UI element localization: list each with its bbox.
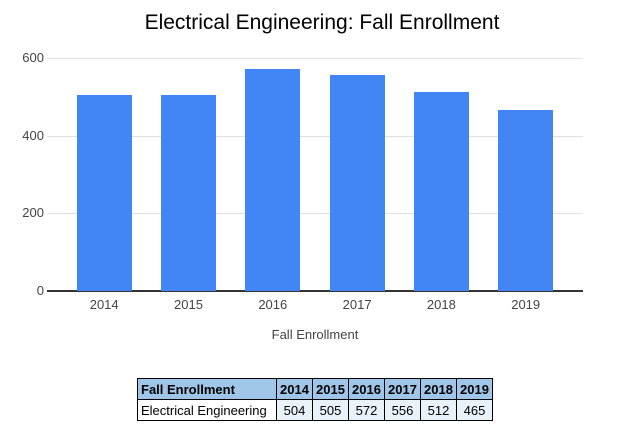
table-value: 512 (420, 399, 457, 421)
gridline-200 (47, 213, 583, 215)
x-axis-title: Fall Enrollment (271, 327, 359, 342)
table-value: 504 (276, 399, 313, 421)
x-tick-label-2015: 2015 (174, 297, 203, 312)
table-header-year: 2018 (420, 378, 457, 400)
x-tick-label-2016: 2016 (258, 297, 288, 312)
table-header-row: Fall Enrollment 2014 2015 2016 2017 2018 2019 (137, 378, 493, 400)
data-table: Fall Enrollment 2014 2015 2016 2017 2018 2019 E… (137, 378, 493, 421)
bar-2016 (245, 68, 301, 291)
bar-chart-plot: 0 200 400 600 2014 2015 2016 2017 2018 2019 (22, 50, 583, 312)
bar-2015 (161, 94, 216, 291)
table-header-year: 2017 (384, 378, 421, 400)
table-series-name: Electrical Engineering (137, 399, 277, 421)
table-header-series: Fall Enrollment (137, 378, 277, 400)
x-axis-line (47, 290, 583, 292)
table-header-year: 2019 (456, 378, 493, 400)
bar-2014 (76, 95, 132, 291)
y-tick-label-400: 400 (22, 127, 44, 143)
x-tick-label-2019: 2019 (511, 297, 541, 312)
gridline-400 (47, 135, 583, 137)
chart-title: Electrical Engineering: Fall Enrollment (144, 11, 500, 34)
table-header-year: 2015 (312, 378, 349, 400)
table-value: 572 (348, 399, 385, 421)
x-tick-label-2018: 2018 (426, 297, 456, 312)
y-tick-label-200: 200 (22, 205, 44, 221)
x-tick-label-2014: 2014 (89, 297, 119, 312)
y-tick-label-0: 0 (36, 283, 44, 298)
table-value: 505 (312, 399, 349, 421)
table-value: 556 (384, 399, 421, 421)
bar-2017 (329, 75, 385, 291)
table-header-year: 2016 (348, 378, 385, 400)
x-tick-label-2017: 2017 (342, 297, 372, 312)
gridline-600 (47, 58, 583, 59)
table-value: 465 (456, 399, 493, 421)
table-header-year: 2014 (276, 378, 313, 400)
y-tick-label-600: 600 (22, 50, 44, 65)
bar-2018 (413, 92, 469, 291)
bar-2019 (498, 110, 554, 291)
table-data-row: Electrical Engineering 504 505 572 556 512 465 (137, 399, 493, 421)
